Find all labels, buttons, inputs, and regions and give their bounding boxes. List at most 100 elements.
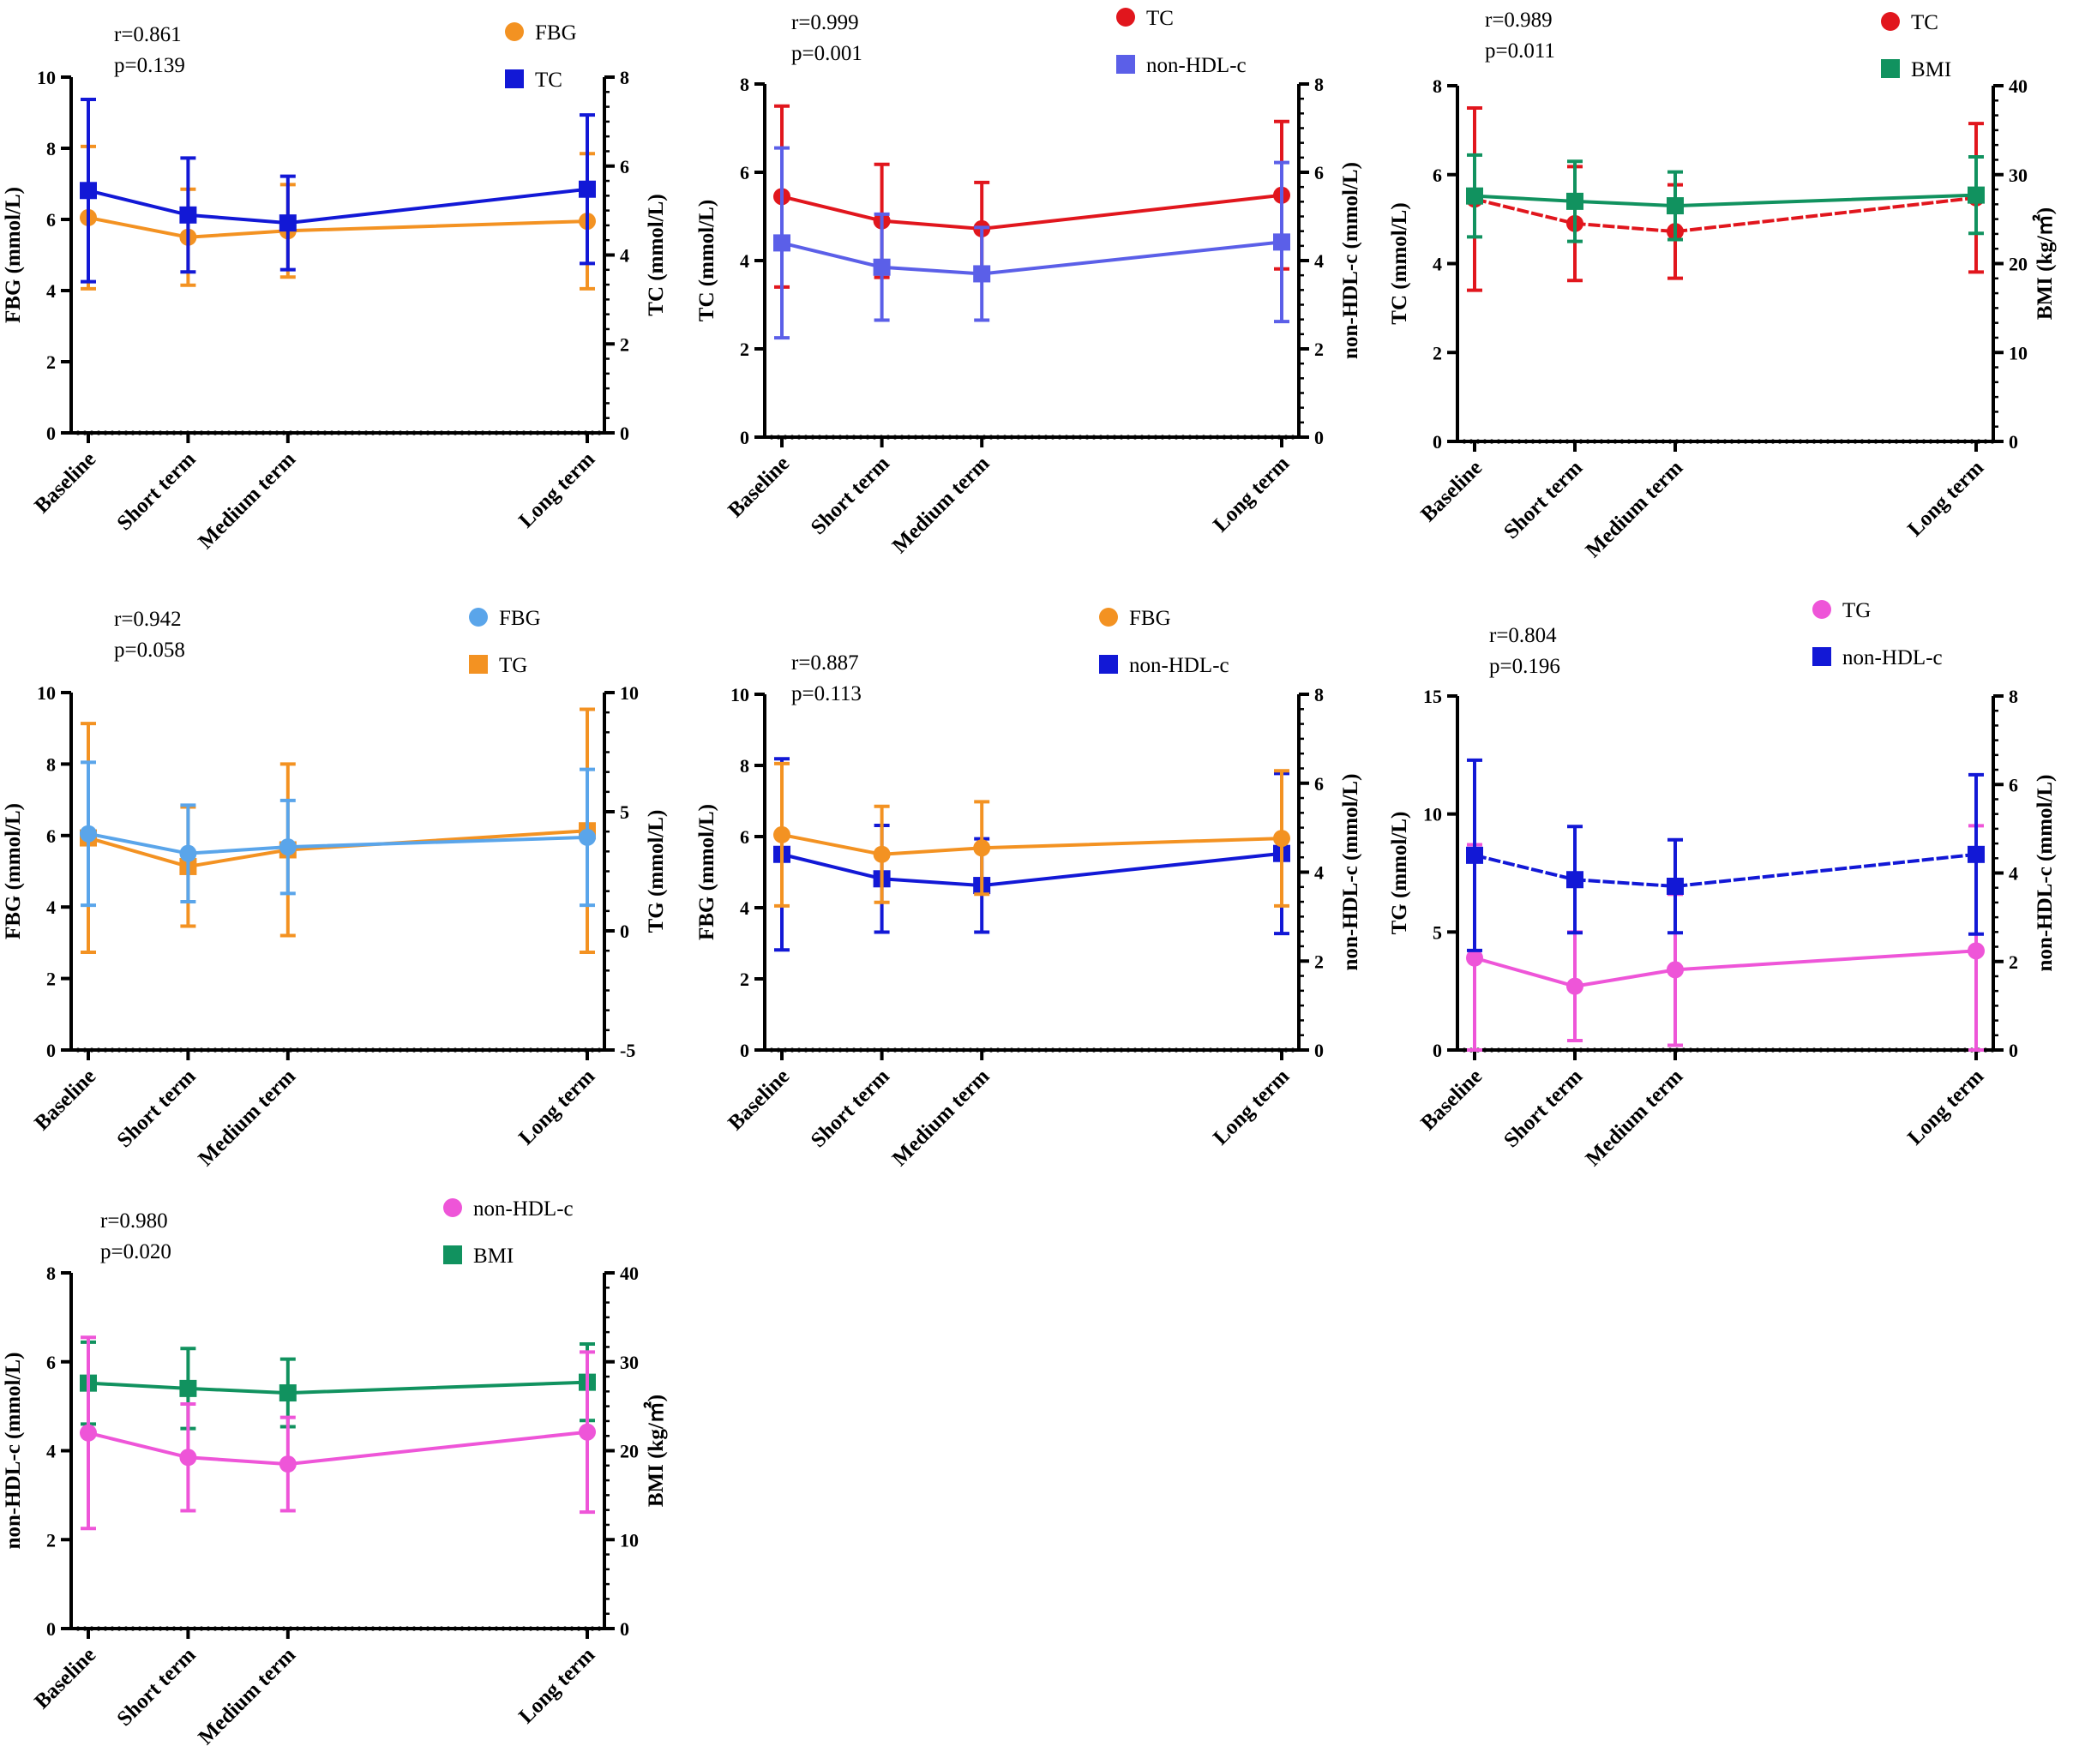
x-axis-dot: [940, 435, 946, 440]
x-axis-dot: [213, 430, 218, 435]
x-axis-dot: [1647, 439, 1652, 444]
right-tick-label: 8: [2009, 686, 2018, 707]
chart-panel-1: 0 2 4 6 8 10 0 2 4 6 8 FBG (mmol/L) TC (mmol/L) Basel…: [2, 21, 668, 554]
x-axis-dot: [267, 1047, 273, 1053]
x-axis-dot: [192, 1047, 197, 1053]
x-axis-dot: [96, 1626, 101, 1631]
x-axis-dot: [1043, 435, 1049, 440]
x-axis-dot: [1619, 1047, 1625, 1053]
series-tg: [80, 707, 596, 955]
x-axis-dot: [1249, 1047, 1254, 1053]
x-axis-dot: [501, 1047, 506, 1053]
x-axis-dot: [199, 1626, 204, 1631]
left-tick-label: 5: [1433, 921, 1442, 943]
x-axis-dot: [940, 1047, 946, 1053]
x-axis-dot: [1942, 439, 1947, 444]
x-axis-dot: [473, 1047, 478, 1053]
x-axis-dot: [1921, 1047, 1926, 1053]
x-axis-dot: [906, 435, 911, 440]
legend-label: non-HDL-c: [473, 1197, 574, 1221]
x-axis-dot: [1201, 1047, 1206, 1053]
x-axis-dot: [412, 1047, 417, 1053]
data-point-long-term: [1273, 233, 1290, 251]
x-axis-dot: [1661, 439, 1666, 444]
data-point-medium-term: [1667, 197, 1684, 215]
data-point-medium-term: [279, 838, 297, 856]
x-axis-dot: [1235, 1047, 1241, 1053]
x-axis-dot: [240, 1626, 245, 1631]
x-tick-label-short-term: Short term: [1499, 456, 1587, 543]
left-tick-label: 8: [740, 755, 749, 777]
x-tick-label-short-term: Short term: [113, 1065, 201, 1152]
left-tick-label: 0: [740, 1040, 749, 1061]
x-axis-dot: [569, 430, 574, 435]
x-axis-dot: [1462, 439, 1467, 444]
x-axis-dot: [1153, 435, 1158, 440]
legend-entry-bmi: BMI: [1881, 58, 1951, 81]
x-axis-dot: [1558, 1047, 1563, 1053]
left-tick-label: 0: [740, 427, 749, 448]
legend-label: TC: [535, 69, 562, 92]
x-axis-dot: [1270, 1047, 1275, 1053]
right-tick-label: 0: [620, 921, 629, 942]
x-axis-dot: [1112, 435, 1117, 440]
x-axis-dot: [872, 1047, 877, 1053]
r-value-text: r=0.804: [1489, 624, 1557, 647]
left-tick-label: 0: [46, 1040, 56, 1061]
x-tick-label-baseline: Baseline: [1416, 1065, 1487, 1135]
x-axis-dot: [315, 1626, 321, 1631]
x-axis-dot: [75, 1626, 81, 1631]
x-axis-dot: [851, 1047, 856, 1053]
chart-panel-4: 0 2 4 6 8 10 -5 0 5 10 FBG (mmol/L) TG (mmol/L) Base…: [2, 607, 668, 1171]
left-tick-label: 0: [46, 1618, 56, 1640]
x-axis-dot: [302, 430, 307, 435]
x-axis-dot: [1743, 439, 1748, 444]
x-axis-dot: [274, 1047, 279, 1053]
x-axis-dot: [947, 435, 952, 440]
x-axis-dot: [261, 1047, 266, 1053]
x-axis-dot: [1949, 1047, 1954, 1053]
x-axis-dot: [1085, 1047, 1090, 1053]
right-tick-label: 2: [1314, 339, 1324, 360]
x-axis-dot: [1729, 439, 1734, 444]
x-axis-dot: [254, 430, 259, 435]
x-axis-dot: [892, 435, 898, 440]
x-axis-dot: [824, 1047, 829, 1053]
series-non-hdl-c: [773, 146, 1290, 340]
x-axis-dot: [357, 430, 362, 435]
x-axis-dot: [384, 1047, 389, 1053]
x-axis-dot: [1880, 439, 1885, 444]
x-axis-dot: [494, 1047, 499, 1053]
x-axis-dot: [89, 1047, 94, 1053]
x-axis-dot: [1002, 1047, 1007, 1053]
x-axis-dot: [1846, 439, 1851, 444]
p-value-text: p=0.113: [791, 682, 862, 705]
x-axis-dot: [1181, 1047, 1186, 1053]
legend-label: non-HDL-c: [1129, 654, 1229, 677]
left-tick-label: 10: [1423, 804, 1442, 825]
legend-marker: [443, 1198, 462, 1217]
x-axis-dot: [1695, 1047, 1700, 1053]
x-axis-dot: [1750, 439, 1755, 444]
x-axis-dot: [1057, 1047, 1062, 1053]
x-axis-dot: [1009, 435, 1014, 440]
legend-marker: [1116, 55, 1135, 74]
x-axis-dot: [165, 1047, 170, 1053]
right-tick-label: 0: [1314, 427, 1324, 448]
x-axis-dot: [82, 1047, 87, 1053]
x-axis-dot: [1139, 1047, 1145, 1053]
x-tick-label-baseline: Baseline: [724, 1065, 794, 1135]
right-tick-label: 40: [620, 1263, 639, 1284]
x-axis-dot: [1043, 1047, 1049, 1053]
x-axis-dot: [1578, 439, 1583, 444]
right-tick-label: 6: [1314, 162, 1324, 183]
x-axis-dot: [1523, 439, 1529, 444]
series-line: [1474, 852, 1977, 888]
left-tick-label: 2: [46, 351, 56, 373]
x-axis-dot: [267, 430, 273, 435]
right-tick-label: 4: [1314, 250, 1324, 272]
x-axis-dot: [1647, 1047, 1652, 1053]
x-axis-dot: [1160, 435, 1165, 440]
x-axis-dot: [501, 430, 506, 435]
data-point-short-term: [179, 206, 197, 224]
